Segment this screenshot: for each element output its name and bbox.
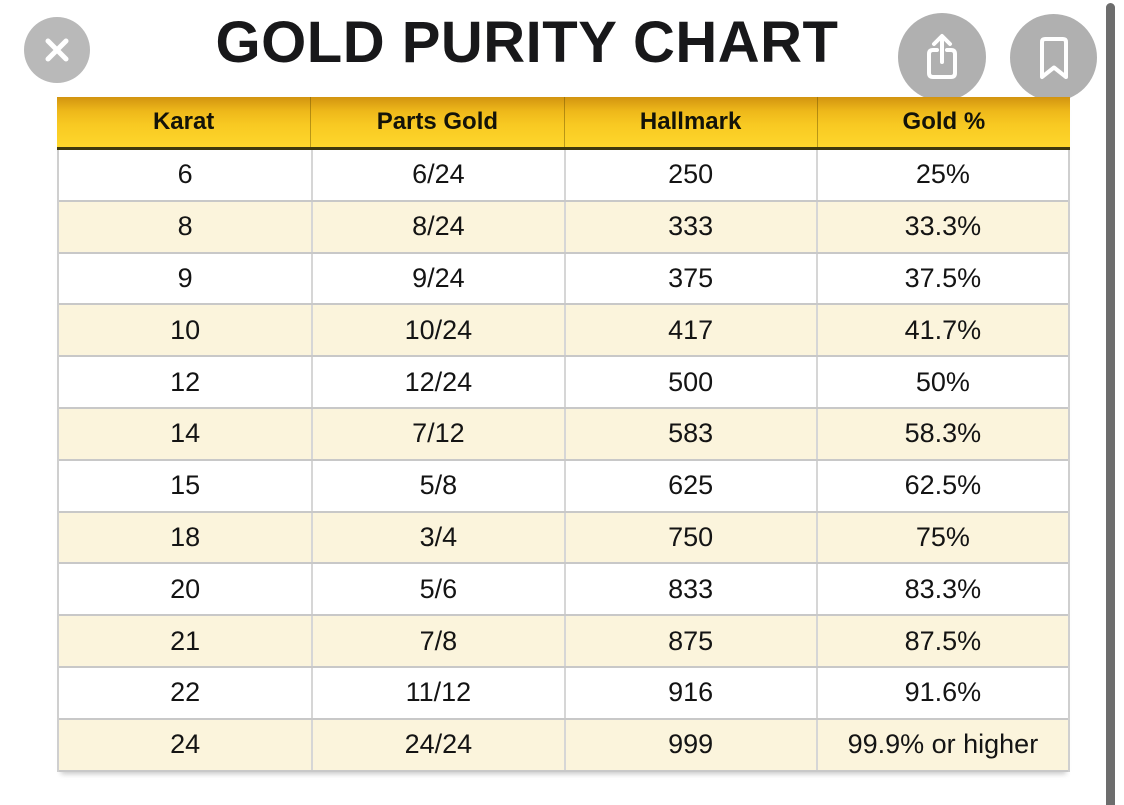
column-header-parts-gold: Parts Gold <box>310 97 563 147</box>
table-body: 6 6/24 250 25% 8 8/24 333 33.3% 9 9/24 375 37.5% 10 1… <box>57 150 1070 772</box>
table-cell: 8 <box>177 211 193 242</box>
table-row: 14 7/12 583 58.3% <box>59 408 1068 461</box>
table-cell: 18 <box>170 521 201 552</box>
table-cell: 999 <box>563 719 816 770</box>
table-cell: 50% <box>815 357 1068 407</box>
gold-purity-table: Karat Parts Gold Hallmark Gold % 6 6/24 25… <box>57 97 1070 772</box>
table-cell: 20 <box>170 573 201 604</box>
table-cell: 750 <box>563 512 816 563</box>
table-cell: 11/12 <box>311 667 563 718</box>
table-cell: 5/8 <box>311 460 563 511</box>
bookmark-button[interactable] <box>1010 14 1097 101</box>
table-row: 9 9/24 375 37.5% <box>59 253 1068 306</box>
table-cell: 417 <box>563 305 816 356</box>
column-header-karat: Karat <box>152 108 215 135</box>
table-cell: 7/12 <box>311 408 563 459</box>
table-cell: 8/24 <box>311 201 563 252</box>
table-cell: 87.5% <box>815 616 1068 666</box>
table-cell: 15 <box>170 470 201 501</box>
scrollbar-thumb[interactable] <box>1106 3 1115 805</box>
table-cell: 375 <box>563 253 816 304</box>
table-cell: 91.6% <box>815 667 1068 718</box>
table-cell: 9 <box>177 262 193 293</box>
table-cell: 3/4 <box>311 512 563 563</box>
close-button[interactable] <box>24 17 90 83</box>
table-cell: 25% <box>815 150 1068 200</box>
close-icon <box>40 33 74 67</box>
table-cell: 12/24 <box>311 357 563 407</box>
table-cell: 6 <box>177 159 193 190</box>
table-cell: 12 <box>170 366 201 397</box>
table-cell: 62.5% <box>815 460 1068 511</box>
table-row: 21 7/8 875 87.5% <box>59 616 1068 668</box>
table-row: 8 8/24 333 33.3% <box>59 201 1068 254</box>
table-row: 20 5/6 833 83.3% <box>59 564 1068 617</box>
page-title: GOLD PURITY CHART <box>215 10 839 75</box>
table-cell: 33.3% <box>815 201 1068 252</box>
table-cell: 21 <box>170 625 201 656</box>
table-row: 18 3/4 750 75% <box>59 512 1068 565</box>
table-row: 22 11/12 916 91.6% <box>59 667 1068 720</box>
table-cell: 916 <box>563 667 816 718</box>
table-cell: 583 <box>563 408 816 459</box>
column-header-hallmark: Hallmark <box>563 97 817 147</box>
table-row: 15 5/8 625 62.5% <box>59 460 1068 513</box>
table-cell: 833 <box>563 564 816 615</box>
table-cell: 10 <box>170 314 201 345</box>
table-header-row: Karat Parts Gold Hallmark Gold % <box>57 97 1070 150</box>
table-cell: 83.3% <box>815 564 1068 615</box>
table-cell: 58.3% <box>815 408 1068 459</box>
bookmark-icon <box>1035 34 1073 82</box>
table-cell: 5/6 <box>311 564 563 615</box>
table-cell: 75% <box>815 512 1068 563</box>
table-cell: 10/24 <box>311 305 563 356</box>
table-cell: 6/24 <box>311 150 563 200</box>
table-cell: 99.9% or higher <box>815 719 1068 770</box>
table-row: 12 12/24 500 50% <box>59 357 1068 409</box>
table-cell: 37.5% <box>815 253 1068 304</box>
table-cell: 7/8 <box>311 616 563 666</box>
table-cell: 9/24 <box>311 253 563 304</box>
table-cell: 333 <box>563 201 816 252</box>
share-icon <box>920 31 964 83</box>
table-cell: 875 <box>563 616 816 666</box>
share-button[interactable] <box>898 13 986 101</box>
column-header-gold-pct: Gold % <box>816 97 1070 147</box>
table-cell: 625 <box>563 460 816 511</box>
table-row: 10 10/24 417 41.7% <box>59 305 1068 358</box>
table-cell: 41.7% <box>815 305 1068 356</box>
table-row: 24 24/24 999 99.9% or higher <box>59 719 1068 772</box>
table-cell: 500 <box>563 357 816 407</box>
table-cell: 14 <box>170 418 201 449</box>
table-cell: 22 <box>170 677 201 708</box>
table-cell: 24/24 <box>311 719 563 770</box>
table-cell: 250 <box>563 150 816 200</box>
table-row: 6 6/24 250 25% <box>59 150 1068 202</box>
table-cell: 24 <box>170 729 201 760</box>
